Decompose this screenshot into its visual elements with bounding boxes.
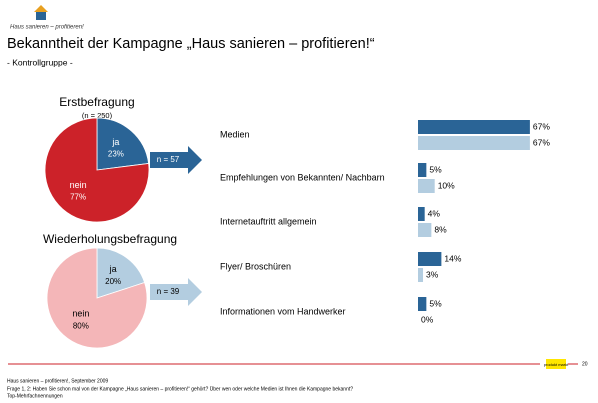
category-label: Flyer/ Broschüren (220, 261, 291, 271)
value-label: 67% (533, 137, 550, 147)
bar (418, 136, 530, 150)
slice-label: ja (109, 264, 117, 274)
bar (418, 163, 427, 177)
pie-slice (44, 117, 150, 223)
pie-slice (96, 247, 146, 299)
category-label: Medien (220, 129, 250, 139)
value-label: 3% (426, 269, 439, 279)
value-label: 5% (429, 164, 442, 174)
slice-label: nein (70, 180, 87, 190)
slice-value: 80% (73, 321, 89, 330)
logo-house (36, 12, 46, 20)
footer-line-1: Haus sanieren – profitieren!, September … (7, 378, 108, 384)
value-label: 67% (533, 121, 550, 131)
pie-slice (96, 117, 150, 171)
slice-label: ja (111, 137, 119, 147)
bar (418, 223, 432, 237)
brand-box (546, 359, 566, 369)
slice-value: 20% (105, 277, 121, 286)
arrow-label: n = 57 (157, 155, 180, 164)
category-label: Empfehlungen von Bekannten/ Nachbarn (220, 172, 385, 182)
value-label: 14% (444, 253, 461, 263)
bar (418, 120, 530, 134)
bar (418, 268, 424, 282)
pie-title: Wiederholungsbefragung (43, 232, 177, 246)
pie-slice (46, 247, 148, 349)
category-label: Internetauftritt allgemein (220, 216, 317, 226)
slice-value: 77% (70, 193, 86, 202)
bar (418, 297, 427, 311)
logo-roof (34, 5, 48, 12)
bar (418, 252, 442, 266)
brand: produkt markt (544, 362, 569, 367)
pie-subtitle: (n = 250) (82, 111, 113, 120)
subtitle: - Kontrollgruppe - (7, 57, 73, 67)
bar (418, 179, 435, 193)
category-label: Informationen vom Handwerker (220, 306, 346, 316)
arrow-label: n = 39 (157, 287, 180, 296)
value-label: 4% (428, 208, 441, 218)
footer-line-2: Frage 1, 2: Haben Sie schon mal von der … (7, 385, 353, 392)
value-label: 8% (434, 224, 447, 234)
slice-label: nein (72, 309, 89, 319)
value-label: 10% (438, 180, 455, 190)
arrow (150, 146, 202, 174)
page-number: 20 (582, 361, 588, 367)
value-label: 5% (429, 298, 442, 308)
value-label: 0% (421, 314, 434, 324)
logo-text: Haus sanieren – profitieren! (10, 25, 84, 31)
title: Bekanntheit der Kampagne „Haus sanieren … (7, 36, 375, 52)
pie-title: Erstbefragung (59, 95, 134, 109)
footer-line-3: Top-Mehrfachnennungen (7, 393, 63, 399)
slice-value: 23% (108, 150, 124, 159)
bar (418, 207, 425, 221)
arrow (150, 278, 202, 306)
